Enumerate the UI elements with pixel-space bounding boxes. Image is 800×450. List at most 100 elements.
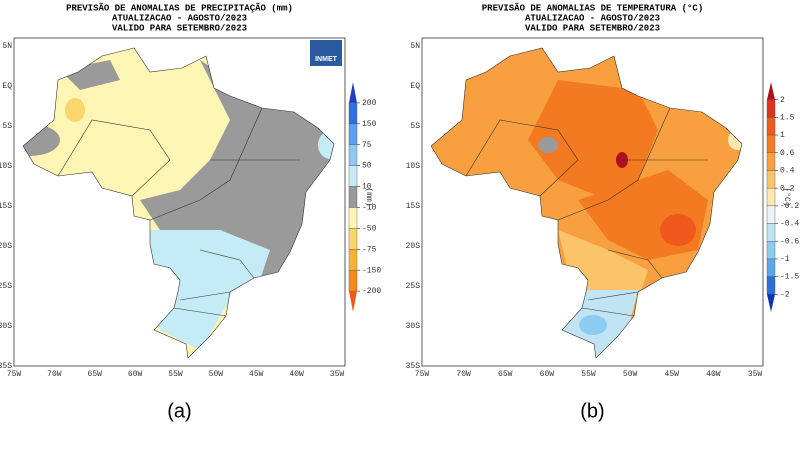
colorbar-label: 50 [362,162,372,171]
colorbar-label: -1.5 [780,273,799,282]
colorbar-segment [766,134,776,153]
x-axis-label: 70W [456,370,471,379]
colorbar-unit: (mm) [364,187,373,206]
colorbar-label: 0.4 [780,167,795,176]
colorbar-label: 1 [780,131,785,140]
y-axis-label: 5N [410,42,420,51]
y-axis-label: 20S [406,242,421,251]
x-axis-label: 35W [748,370,763,379]
y-axis-label: 30S [0,322,12,331]
x-axis-label: 35W [330,370,345,379]
panel: PREVISÃO DE ANOMALIAS DE TEMPERATURA (°C… [406,2,800,422]
x-axis-label: 55W [168,370,183,379]
caption: (a) [167,400,191,422]
x-axis-label: 40W [706,370,721,379]
map-frame [421,37,764,367]
colorbar-segment [348,165,358,187]
colorbar-label: -1 [780,255,790,264]
x-axis-label: 60W [540,370,555,379]
colorbar-segment [348,249,358,271]
colorbar-label: 0.2 [780,184,795,193]
title-line: VALIDO PARA SETEMBRO/2023 [112,23,247,33]
colorbar-unit: (°C) [782,187,791,206]
colorbar-label: 2 [780,96,785,105]
x-axis-label: 50W [623,370,638,379]
x-axis-label: 65W [498,370,513,379]
y-axis-label: 35S [0,362,12,371]
y-axis-label: 15S [0,202,12,211]
x-axis-label: 45W [249,370,264,379]
y-axis-label: 35S [406,362,421,371]
colorbar-label: -0.6 [780,237,799,246]
colorbar-label: -150 [362,266,381,275]
x-axis-label: 65W [88,370,103,379]
y-axis-label: 30S [406,322,421,331]
colorbar-segment [766,152,776,171]
colorbar-label: 75 [362,141,372,150]
colorbar-label: -10 [362,204,377,213]
colorbar-end [767,294,775,312]
colorbar-segment [348,228,358,250]
x-axis-label: 45W [665,370,680,379]
colorbar-segment [766,258,776,277]
y-axis-label: 25S [406,282,421,291]
x-axis-label: 75W [415,370,430,379]
colorbar-segment [766,187,776,207]
y-axis-label: 5S [2,122,12,131]
colorbar-label: 10 [362,183,372,192]
y-axis-label: EQ [410,82,420,91]
title-line: PREVISÃO DE ANOMALIAS DE PRECIPITAÇÃO (m… [66,2,293,13]
colorbar-label: -0.4 [780,220,799,229]
colorbar-label: -0.2 [780,202,799,211]
y-axis-label: EQ [2,82,12,91]
colorbar-label: 0.6 [780,149,795,158]
x-axis-label: 75W [7,370,22,379]
map-frame [13,37,346,367]
colorbar-segment [766,170,776,189]
colorbar-label: 1.5 [780,113,795,122]
x-axis-label: 55W [581,370,596,379]
colorbar-end [349,291,357,312]
title-line: ATUALIZACAO - AGOSTO/2023 [525,13,660,23]
colorbar-end [349,82,357,103]
colorbar-label: -2 [780,290,790,299]
title-line: PREVISÃO DE ANOMALIAS DE TEMPERATURA (°C… [482,2,703,13]
x-axis-label: 40W [289,370,304,379]
colorbar-segment [348,102,358,125]
caption: (b) [580,400,604,422]
colorbar-label: 150 [362,120,377,129]
x-axis-label: 50W [209,370,224,379]
y-axis-label: 20S [0,242,12,251]
colorbar-segment [766,276,776,295]
colorbar-end [767,82,775,100]
state-borders [57,107,300,317]
y-axis-label: 10S [406,162,421,171]
colorbar-segment [766,223,776,242]
colorbar-segment [766,99,776,118]
title-line: VALIDO PARA SETEMBRO/2023 [525,23,660,33]
state-borders [465,107,708,317]
colorbar-segment [348,207,358,229]
colorbar-label: -50 [362,224,377,233]
y-axis-label: 5S [410,122,420,131]
logo [310,40,342,66]
colorbar-segment [348,144,358,166]
panel: INMET PREVISÃO DE ANOMALIAS DE PRECIPITA… [0,2,381,422]
y-axis-label: 15S [406,202,421,211]
colorbar-segment [766,205,776,224]
logo-text: INMET [315,56,338,63]
y-axis-label: 25S [0,282,12,291]
colorbar-segment [348,123,358,145]
title-line: ATUALIZACAO - AGOSTO/2023 [112,13,247,23]
colorbar-label: -200 [362,287,381,296]
y-axis-label: 10S [0,162,12,171]
colorbar-label: 200 [362,99,377,108]
colorbar-segment [348,186,358,208]
x-axis-label: 60W [128,370,143,379]
colorbar-segment [766,117,776,136]
map-fill [23,48,334,358]
colorbar-label: -75 [362,245,377,254]
map-fill [431,48,742,358]
colorbar-segment [348,269,358,292]
